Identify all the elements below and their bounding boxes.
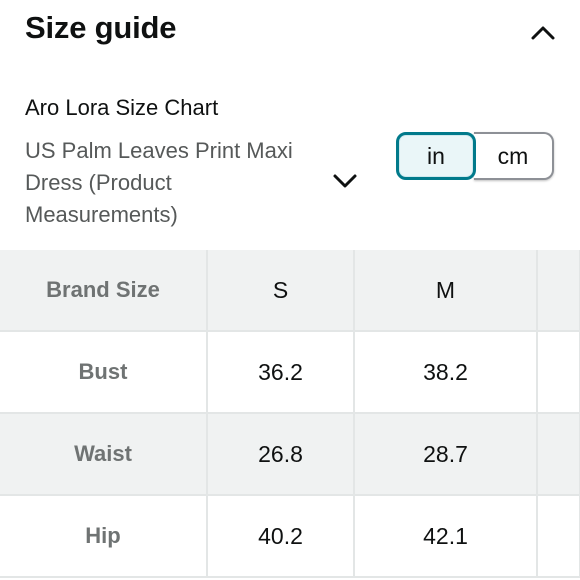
measurement-value: 42.1 <box>353 494 538 578</box>
measurement-value: 36.2 <box>206 330 355 414</box>
measurement-value <box>536 494 580 578</box>
measurement-value: 26.8 <box>206 412 355 496</box>
table-row: Waist 26.8 28.7 <box>0 412 580 496</box>
size-header-row: Brand Size S M <box>0 250 580 332</box>
measurement-value: 28.7 <box>353 412 538 496</box>
size-cell: S <box>206 250 355 332</box>
size-guide-header: Size guide <box>0 0 580 66</box>
size-table: Brand Size S M Bust 36.2 38.2 Waist 26.8… <box>0 250 580 578</box>
chevron-up-icon[interactable] <box>528 18 558 48</box>
measurement-label: Waist <box>0 412 208 496</box>
chevron-down-icon[interactable] <box>330 168 360 194</box>
size-cell: M <box>353 250 538 332</box>
measurement-value <box>536 412 580 496</box>
size-guide-title: Size guide <box>25 10 177 45</box>
size-chart-title: Aro Lora Size Chart <box>25 95 219 120</box>
measurement-value <box>536 330 580 414</box>
unit-toggle: in cm <box>396 132 554 180</box>
table-row: Bust 36.2 38.2 <box>0 330 580 414</box>
unit-option-cm[interactable]: cm <box>474 132 554 180</box>
brand-size-header: Brand Size <box>0 250 208 332</box>
measurement-value: 40.2 <box>206 494 355 578</box>
product-name[interactable]: US Palm Leaves Print Maxi Dress (Product… <box>25 138 293 227</box>
measurement-label: Hip <box>0 494 208 578</box>
table-row: Hip 40.2 42.1 <box>0 494 580 578</box>
measurement-label: Bust <box>0 330 208 414</box>
measurement-value: 38.2 <box>353 330 538 414</box>
unit-option-in[interactable]: in <box>396 132 476 180</box>
size-cell <box>536 250 580 332</box>
